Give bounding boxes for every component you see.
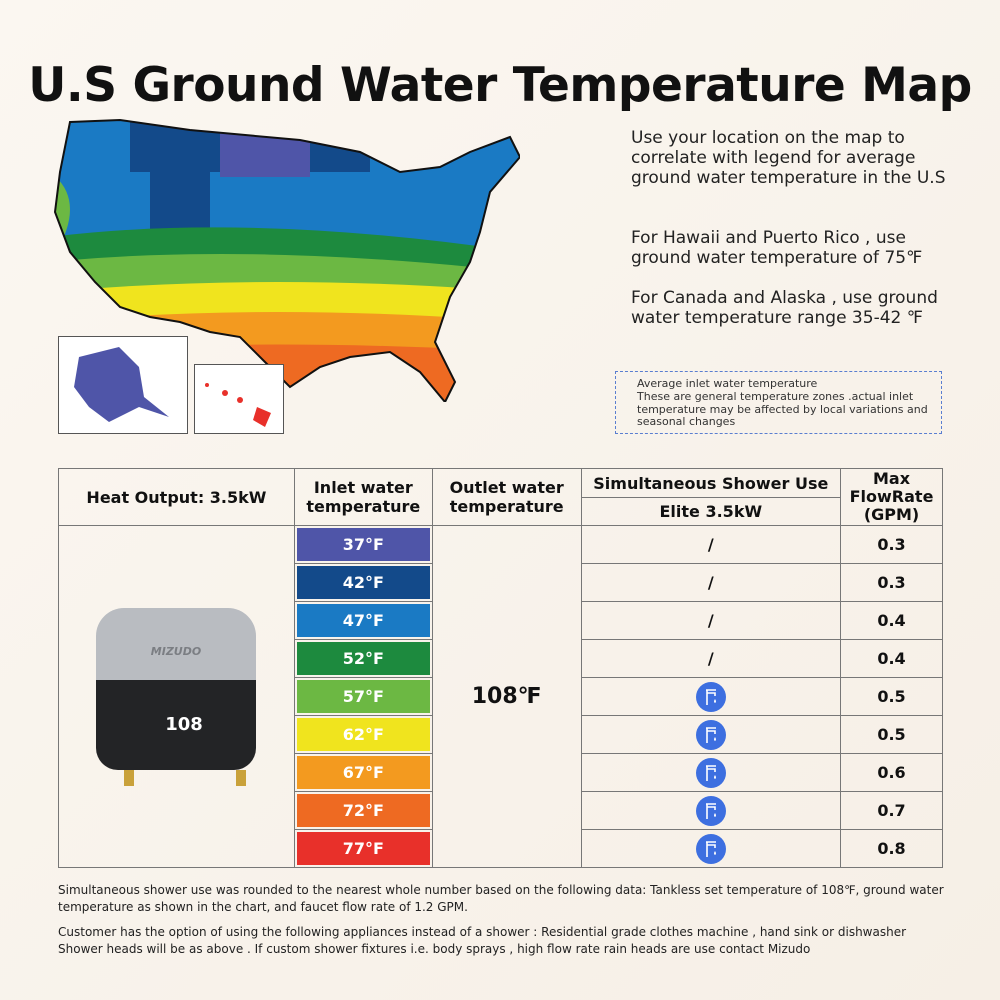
faucet-icon	[695, 719, 726, 750]
max-flow-rate: 0.4	[840, 639, 943, 678]
max-flow-rate: 0.7	[840, 791, 943, 830]
max-flow-rate: 0.3	[840, 563, 943, 602]
shower-use: /	[580, 525, 842, 564]
flow-header: Max FlowRate (GPM)	[840, 468, 943, 526]
info-canada: For Canada and Alaska , use ground water…	[631, 288, 938, 328]
table-row: 72°F 0.7	[59, 791, 943, 830]
max-flow-rate: 0.8	[840, 829, 943, 868]
inlet-temp: 72°F	[296, 794, 430, 827]
inlet-temp: 52°F	[296, 642, 430, 675]
inlet-temp: 67°F	[296, 756, 430, 789]
us-temperature-map	[53, 118, 520, 402]
max-flow-rate: 0.5	[840, 715, 943, 754]
flow-rate-table: Heat Output: 3.5kW Inlet water temperatu…	[58, 468, 943, 868]
disclaimer-note: Average inlet water temperature These ar…	[615, 371, 942, 434]
outlet-header: Outlet water temperature	[431, 468, 582, 526]
info-hawaii: For Hawaii and Puerto Rico , use ground …	[631, 228, 923, 268]
table-row: 52°F /0.4	[59, 639, 943, 678]
brand-logo: MIZUDO	[151, 645, 201, 658]
shower-use: /	[580, 639, 842, 678]
inlet-header: Inlet water temperature	[293, 468, 433, 526]
table-row: 62°F 0.5	[59, 715, 943, 754]
model-header: Elite 3.5kW	[580, 497, 842, 526]
shower-use: /	[580, 601, 842, 640]
faucet-icon	[695, 681, 726, 712]
note-heading: Average inlet water temperature	[637, 377, 818, 390]
inlet-temp-cell: 67°F	[293, 753, 433, 792]
outlet-temp: 108℉	[431, 525, 582, 868]
shower-header: Simultaneous Shower Use	[580, 468, 842, 498]
hawaii-inset	[194, 364, 284, 434]
table-row: 47°F /0.4	[59, 601, 943, 640]
table-row: 77°F 0.8	[59, 829, 943, 868]
inlet-temp: 57°F	[296, 680, 430, 713]
inlet-temp-cell: 57°F	[293, 677, 433, 716]
max-flow-rate: 0.3	[840, 525, 943, 564]
shower-use	[580, 677, 842, 716]
shower-use: /	[580, 563, 842, 602]
inlet-temp: 42°F	[296, 566, 430, 599]
shower-use	[580, 791, 842, 830]
inlet-temp-cell: 62°F	[293, 715, 433, 754]
shower-use	[580, 715, 842, 754]
footer-note-1: Simultaneous shower use was rounded to t…	[58, 883, 944, 914]
inlet-temp-cell: 72°F	[293, 791, 433, 830]
inlet-temp: 62°F	[296, 718, 430, 751]
shower-use	[580, 753, 842, 792]
max-flow-rate: 0.5	[840, 677, 943, 716]
product-image: MIZUDO 108	[58, 525, 295, 868]
heat-output-header: Heat Output: 3.5kW	[58, 468, 295, 526]
inlet-temp-cell: 42°F	[293, 563, 433, 602]
inlet-temp-cell: 77°F	[293, 829, 433, 868]
inlet-temp: 77°F	[296, 832, 430, 865]
page-title: U.S Ground Water Temperature Map	[28, 58, 972, 113]
info-location: Use your location on the map to correlat…	[631, 128, 946, 188]
display-readout: 108	[166, 714, 204, 735]
faucet-icon	[695, 757, 726, 788]
table-row: MIZUDO 108 37°F 108℉/0.3	[58, 525, 943, 868]
table-row: 57°F 0.5	[59, 677, 943, 716]
footer-note-2: Customer has the option of using the fol…	[58, 925, 907, 956]
table-row: 42°F /0.3	[59, 563, 943, 602]
max-flow-rate: 0.6	[840, 753, 943, 792]
alaska-inset	[58, 336, 188, 434]
faucet-icon	[695, 795, 726, 826]
max-flow-rate: 0.4	[840, 601, 943, 640]
shower-use	[580, 829, 842, 868]
inlet-temp: 47°F	[296, 604, 430, 637]
note-body: These are general temperature zones .act…	[637, 389, 928, 429]
inlet-temp: 37°F	[296, 528, 430, 561]
faucet-icon	[695, 833, 726, 864]
inlet-temp-cell: 47°F	[293, 601, 433, 640]
inlet-temp-cell: 37°F	[293, 525, 433, 564]
inlet-temp-cell: 52°F	[293, 639, 433, 678]
